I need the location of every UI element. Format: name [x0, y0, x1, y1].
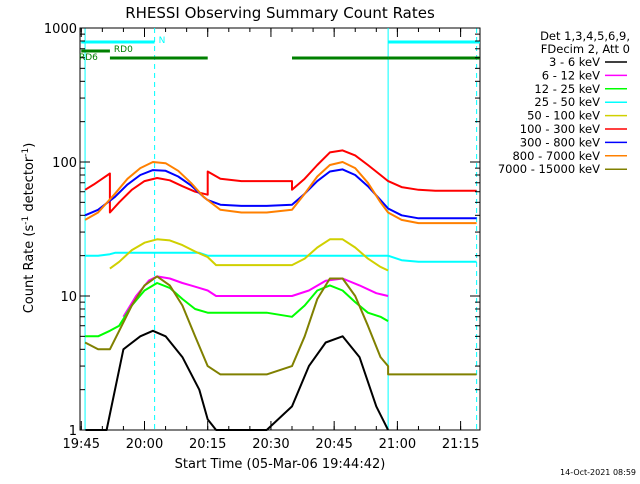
y-tick-label: 100: [52, 156, 77, 171]
footer-date: 14-Oct-2021 08:59: [560, 468, 636, 477]
legend-label-8: 800 - 7000 keV: [512, 149, 600, 163]
x-tick-label: 21:15: [442, 437, 479, 452]
series-line-1: [85, 329, 389, 431]
x-tick-label: 19:45: [63, 437, 100, 452]
x-tick-label: 20:00: [126, 437, 163, 452]
y-axis-label-mid: detector: [22, 156, 37, 216]
x-tick-label: 20:15: [189, 437, 226, 452]
plot-area: [79, 27, 481, 431]
y-axis-label-end: ): [22, 143, 37, 148]
legend-label-7: 300 - 800 keV: [520, 135, 600, 149]
series-lines: [84, 149, 477, 431]
plot-frame: [79, 27, 481, 431]
legend-label-2: 6 - 12 keV: [542, 68, 600, 82]
x-tick-label: 21:00: [379, 437, 416, 452]
legend: Det 1,3,4,5,6,9, FDecim 2, Att 0 3 - 6 k…: [498, 29, 630, 176]
legend-label-6: 100 - 300 keV: [520, 122, 600, 136]
y-tick-label: 10: [60, 290, 77, 305]
vertical-markers: [84, 28, 478, 430]
legend-header-line-2: FDecim 2, Att 0: [541, 42, 630, 56]
legend-header-line-1: Det 1,3,4,5,6,9,: [540, 29, 630, 43]
flag-label-rd6: RD6: [79, 53, 98, 63]
legend-label-4: 25 - 50 keV: [534, 95, 600, 109]
series-line-4: [85, 251, 477, 263]
y-axis-label-sup2: -1: [21, 148, 31, 157]
x-axis-ticks: 19:45 20:00 20:15 20:30 20:45 21:00 21:15: [63, 28, 479, 452]
y-axis-label-main: Count Rate (s: [22, 225, 37, 314]
series-line-8: [84, 161, 477, 225]
flag-bars: N RD0 RD6: [79, 36, 480, 63]
legend-label-5: 50 - 100 keV: [527, 109, 600, 123]
flag-label-rd0: RD0: [114, 45, 133, 55]
x-tick-label: 20:30: [252, 437, 289, 452]
series-line-5: [109, 238, 389, 272]
series-line-9: [84, 275, 477, 376]
chart-title: RHESSI Observing Summary Count Rates: [125, 4, 435, 22]
series-line-7: [84, 168, 477, 220]
flag-label-n: N: [159, 36, 166, 46]
y-tick-label: 1: [69, 424, 77, 439]
x-axis-label: Start Time (05-Mar-06 19:44:42): [175, 457, 386, 472]
series-line-6: [84, 149, 477, 214]
x-tick-label: 20:45: [315, 437, 352, 452]
y-axis-ticks: 1 10 100 1000: [44, 22, 480, 439]
y-axis-label: Count Rate (s-1 detector-1): [21, 143, 37, 314]
y-axis-label-sup1: -1: [21, 216, 31, 225]
legend-label-1: 3 - 6 keV: [549, 55, 600, 69]
y-tick-label: 1000: [44, 22, 77, 37]
legend-label-3: 12 - 25 keV: [534, 82, 600, 96]
legend-label-9: 7000 - 15000 keV: [498, 162, 600, 176]
